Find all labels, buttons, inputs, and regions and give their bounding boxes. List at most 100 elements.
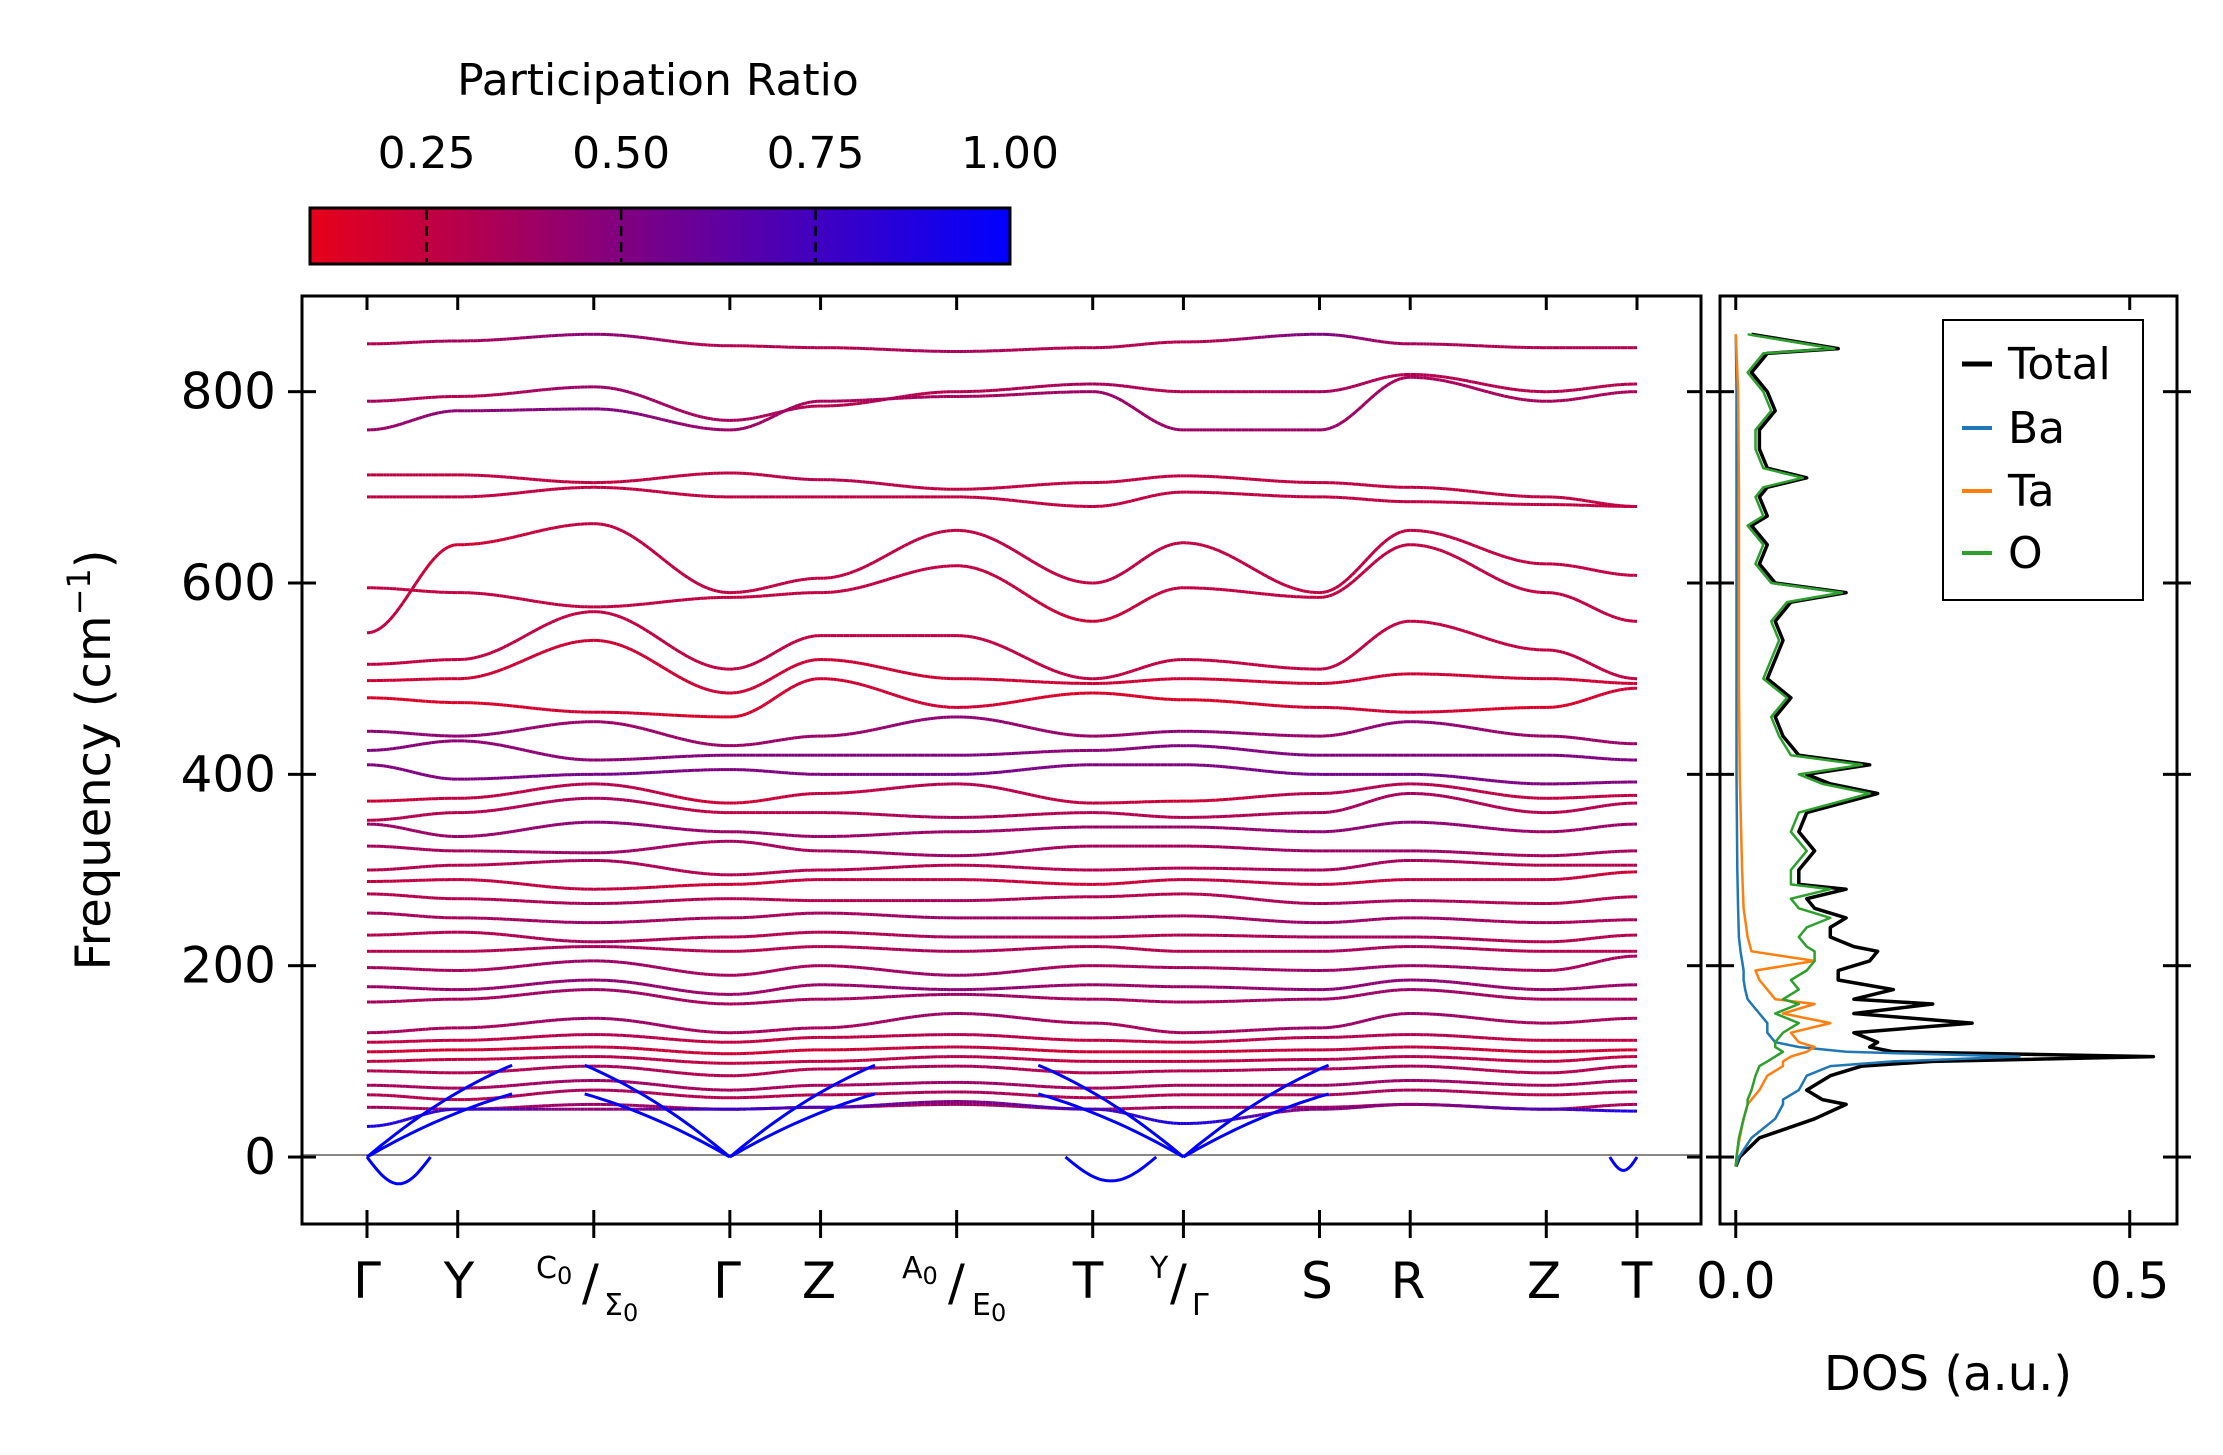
band-segment <box>1127 606 1133 612</box>
band-segment <box>506 730 510 734</box>
band-segment <box>1500 554 1505 559</box>
band-segment <box>1610 571 1615 576</box>
band-segment <box>1047 729 1051 734</box>
band-segment <box>1163 424 1168 429</box>
band-segment <box>1351 678 1356 683</box>
band-segment <box>1578 396 1583 400</box>
band-segment <box>1590 605 1596 610</box>
band-segment <box>1147 595 1152 601</box>
band-segment <box>897 669 902 674</box>
band-segment <box>1452 376 1456 381</box>
band-segment <box>891 723 896 728</box>
band-segment <box>1465 384 1469 389</box>
band-segment <box>1617 674 1622 678</box>
band-segment <box>1523 587 1528 592</box>
band-segment <box>1027 725 1032 730</box>
band-segment <box>395 766 400 771</box>
band-segment <box>671 420 676 424</box>
band-segment <box>1478 727 1482 731</box>
band-segment <box>1072 675 1077 679</box>
band-segment <box>1247 564 1253 570</box>
band-segment <box>509 595 513 600</box>
band-segment <box>894 669 899 673</box>
band-segment <box>1358 728 1362 732</box>
band-segment <box>768 415 773 421</box>
band-segment <box>658 731 663 736</box>
band-segment <box>881 554 887 560</box>
band-segment <box>1367 676 1372 680</box>
band-segment <box>807 635 812 639</box>
band-segment <box>1046 606 1052 611</box>
band-segment <box>797 578 802 582</box>
band-segment <box>402 421 407 425</box>
band-segment <box>1166 425 1171 430</box>
band-segment <box>784 688 790 693</box>
band-segment <box>1357 405 1363 411</box>
band-segment <box>687 738 692 743</box>
band-segment <box>518 659 524 664</box>
band-segment <box>920 567 925 572</box>
band-segment <box>673 647 679 653</box>
band-segment <box>1461 383 1466 388</box>
band-segment <box>603 610 607 615</box>
band-segment <box>1133 407 1139 413</box>
band-segment <box>1354 729 1359 733</box>
band-segment <box>1023 555 1029 560</box>
band-segment <box>768 584 773 589</box>
band-segment <box>927 702 931 707</box>
band-segment <box>1367 564 1373 570</box>
band-segment <box>670 671 676 676</box>
band-segment <box>525 531 530 536</box>
band-segment <box>1360 560 1366 567</box>
band-segment <box>745 417 750 421</box>
band-segment <box>375 627 381 632</box>
band-segment <box>489 671 494 676</box>
band-segment <box>418 742 423 747</box>
band-segment <box>1156 547 1162 552</box>
band-segment <box>535 599 539 604</box>
band-segment <box>1303 589 1307 593</box>
band-segment <box>1160 545 1165 551</box>
band-segment <box>1357 646 1363 652</box>
band-segment <box>1040 728 1045 733</box>
band-segment <box>641 541 647 547</box>
band-segment <box>982 569 987 574</box>
band-segment <box>1163 491 1168 496</box>
band-segment <box>1034 727 1038 731</box>
band-segment <box>1131 668 1136 673</box>
band-segment <box>1373 633 1379 639</box>
band-segment <box>638 412 643 417</box>
band-segment <box>787 642 793 647</box>
band-segment <box>1250 566 1256 571</box>
band-segment <box>1432 621 1437 626</box>
band-segment <box>1581 698 1586 703</box>
band-segment <box>911 719 915 724</box>
band-segment <box>431 774 436 779</box>
band-segment <box>1607 571 1612 575</box>
band-segment <box>551 526 556 530</box>
band-segment <box>1370 561 1376 567</box>
band-segment <box>1348 730 1353 735</box>
band-segment <box>1367 396 1373 402</box>
band-segment <box>972 635 977 640</box>
band-segment <box>1199 543 1204 547</box>
band-segment <box>651 729 656 734</box>
band-segment <box>978 637 983 641</box>
band-segment <box>911 393 915 397</box>
band-segment <box>697 741 701 745</box>
band-segment <box>483 652 488 657</box>
band-segment <box>697 425 701 430</box>
band-segment <box>758 741 763 745</box>
band-segment <box>1591 568 1596 572</box>
band-segment <box>667 562 673 567</box>
band-segment <box>1620 617 1625 622</box>
band-segment <box>680 676 686 682</box>
band-segment <box>629 410 634 415</box>
band-segment <box>865 662 870 667</box>
band-segment <box>1610 614 1615 619</box>
band-segment <box>901 572 906 577</box>
band-segment <box>794 663 799 668</box>
band-segment <box>800 660 805 665</box>
band-segment <box>1471 632 1476 637</box>
band-segment <box>1007 545 1013 551</box>
